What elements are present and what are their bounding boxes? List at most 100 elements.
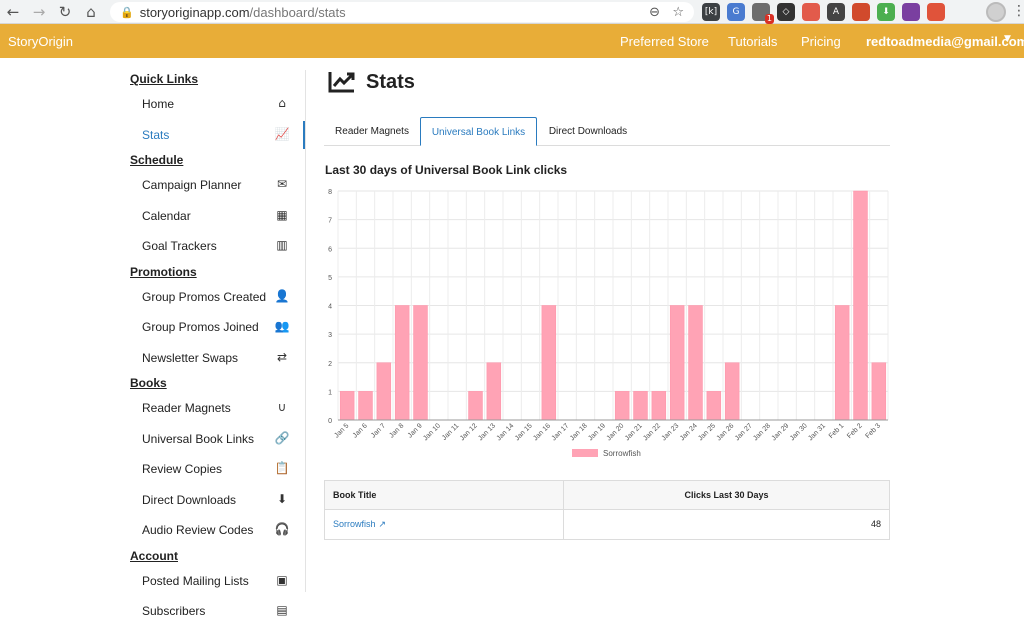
x-tick-label: Jan 25 [697, 422, 717, 442]
download-icon: ⬇ [276, 491, 288, 506]
x-tick-label: Jan 19 [587, 422, 607, 442]
tab-reader-magnets[interactable]: Reader Magnets [335, 126, 409, 137]
bar[interactable] [614, 391, 630, 421]
header-link-pricing[interactable]: Pricing [801, 34, 841, 49]
bar[interactable] [486, 362, 502, 421]
x-tick-label: Jan 27 [734, 422, 754, 442]
bar[interactable] [413, 305, 428, 421]
sidebar-item-audio-review-codes[interactable]: Audio Review Codes 🎧 [142, 520, 304, 540]
sidebar-item-calendar[interactable]: Calendar ▦ [142, 206, 304, 226]
bar[interactable] [724, 362, 740, 421]
download-ext-icon[interactable]: ⬇ [877, 3, 895, 21]
brand-logo[interactable]: StoryOrigin [8, 33, 74, 49]
shield-ext-icon[interactable]: 1 [752, 3, 774, 24]
sidebar-section-schedule: Schedule [130, 153, 184, 167]
bar[interactable] [541, 305, 557, 421]
envelope-icon: ✉ [276, 177, 288, 191]
puzzle-ext-icon[interactable] [927, 3, 945, 21]
extension-glyph: [k] [704, 7, 718, 17]
sidebar-item-label: Calendar [142, 208, 191, 223]
x-tick-label: Jan 16 [532, 422, 552, 442]
users-icon: 👥 [274, 319, 290, 333]
circle-ext-icon[interactable] [852, 3, 870, 21]
bar[interactable] [633, 391, 648, 421]
exchange-icon: ⇄ [276, 349, 288, 364]
bar[interactable] [376, 362, 392, 421]
sidebar-item-review-copies[interactable]: Review Copies 📋 [142, 459, 304, 479]
bar[interactable] [339, 391, 355, 421]
sidebar-item-group-promos-created[interactable]: Group Promos Created 👤 [142, 287, 304, 307]
x-tick-label: Jan 10 [422, 422, 442, 442]
bar[interactable] [688, 305, 703, 421]
sidebar-item-reader-magnets[interactable]: Reader Magnets ∪ [142, 398, 304, 418]
bar[interactable] [394, 305, 410, 421]
sidebar-item-stats[interactable]: Stats 📈 [142, 120, 305, 149]
bar-chart-icon: ▥ [276, 238, 288, 252]
browser-menu-icon[interactable]: ⋮ [1012, 3, 1024, 19]
zoom-icon[interactable]: ⊖ [649, 4, 660, 20]
book-clicks-table: Book Title Clicks Last 30 Days Sorrowfis… [324, 480, 890, 540]
sidebar-item-posted-mailing-lists[interactable]: Posted Mailing Lists ▣ [142, 571, 304, 591]
bar[interactable] [834, 305, 850, 421]
x-tick-label: Jan 30 [789, 422, 809, 442]
legend-label[interactable]: Sorrowfish [603, 449, 641, 458]
magnet-icon: ∪ [277, 400, 287, 414]
x-tick-label: Jan 22 [642, 422, 662, 442]
k-ext-icon[interactable]: [k] [702, 3, 720, 21]
header-link-preferred-store[interactable]: Preferred Store [620, 34, 709, 49]
sidebar-item-universal-book-links[interactable]: Universal Book Links 🔗 [142, 429, 304, 449]
sidebar-item-subscribers[interactable]: Subscribers ▤ [142, 601, 304, 621]
sidebar-item-label: Group Promos Joined [142, 320, 259, 334]
extension-glyph: A [832, 7, 840, 17]
sidebar-item-group-promos-joined[interactable]: Group Promos Joined 👥 [142, 317, 304, 337]
external-link-icon[interactable]: ↗ [378, 520, 387, 530]
translate-ext-icon[interactable]: G [727, 3, 745, 21]
target-ext-icon[interactable] [902, 3, 920, 21]
sidebar-item-label: Campaign Planner [142, 178, 242, 192]
extension-glyph: G [732, 7, 740, 17]
header-link-tutorials[interactable]: Tutorials [728, 34, 778, 49]
a-ext-icon[interactable]: A [827, 3, 845, 21]
sidebar: Quick Links Home ⌂ Stats 📈 Schedule Campaign P… [128, 70, 306, 618]
red-ext-icon[interactable] [802, 3, 820, 21]
x-tick-label: Jan 26 [716, 422, 736, 442]
profile-avatar[interactable] [986, 2, 1006, 22]
sidebar-item-campaign-planner[interactable]: Campaign Planner ✉ [142, 175, 304, 195]
x-tick-label: Jan 17 [551, 422, 571, 442]
bar[interactable] [651, 391, 667, 421]
tab-direct-downloads[interactable]: Direct Downloads [548, 126, 628, 137]
book-title-link[interactable]: Sorrowfish [333, 519, 376, 529]
x-tick-label: Jan 12 [459, 422, 479, 442]
bar[interactable] [853, 190, 868, 421]
bar[interactable] [358, 391, 373, 421]
y-tick-label: 5 [328, 275, 332, 282]
back-icon[interactable]: ← [6, 2, 20, 21]
y-tick-label: 0 [328, 418, 332, 425]
x-tick-label: Jan 15 [514, 422, 534, 442]
sidebar-section-promotions: Promotions [130, 264, 197, 279]
sidebar-item-goal-trackers[interactable]: Goal Trackers ▥ [142, 236, 304, 256]
bar[interactable] [468, 391, 483, 421]
bar[interactable] [871, 362, 887, 421]
home-browser-icon[interactable]: ⌂ [86, 2, 96, 21]
sidebar-item-home[interactable]: Home ⌂ [142, 94, 304, 114]
y-tick-label: 8 [328, 189, 332, 196]
sidebar-item-direct-downloads[interactable]: Direct Downloads ⬇ [142, 490, 304, 510]
caret-down-icon[interactable]: ▼ [1004, 34, 1011, 44]
page-title-text: Stats [366, 70, 415, 93]
bar[interactable] [669, 305, 685, 421]
reload-icon[interactable]: ↻ [58, 2, 72, 21]
y-tick-label: 4 [328, 304, 332, 311]
user-menu[interactable]: redtoadmedia@gmail.com [866, 34, 1024, 49]
sidebar-item-newsletter-swaps[interactable]: Newsletter Swaps ⇄ [142, 348, 304, 368]
tab-universal-book-links[interactable]: Universal Book Links [420, 117, 537, 146]
address-book-icon: ▣ [276, 572, 288, 587]
x-tick-label: Jan 31 [807, 422, 827, 442]
bar[interactable] [706, 391, 722, 421]
forward-icon[interactable]: → [32, 2, 46, 21]
legend-swatch[interactable] [572, 449, 598, 457]
bookmark-star-icon[interactable]: ☆ [672, 4, 684, 20]
diamond-ext-icon[interactable]: ◇ [777, 3, 795, 21]
address-bar[interactable]: 🔒 storyoriginapp.com/dashboard/stats ⊖ ☆ [110, 2, 694, 22]
x-tick-label: Jan 28 [752, 422, 772, 442]
